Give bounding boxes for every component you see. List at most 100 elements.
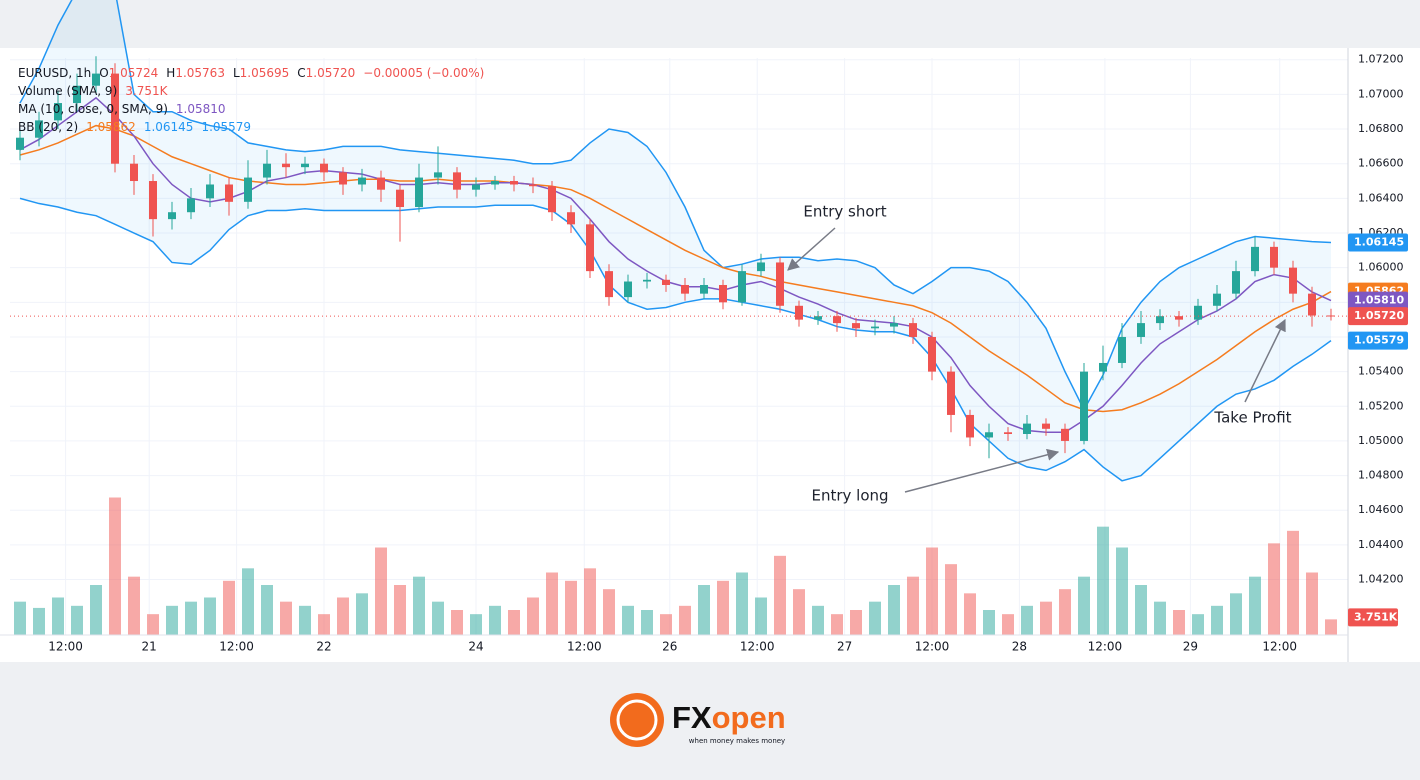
ohlc-key: O [99, 66, 108, 80]
candle-body [681, 284, 689, 294]
candle-body [415, 177, 423, 208]
volume-bar [774, 555, 786, 635]
volume-bar [755, 597, 767, 635]
candle-body [301, 163, 309, 168]
volume-bar [432, 601, 444, 635]
volume-bar [1116, 547, 1128, 635]
x-tick-label: 21 [142, 640, 157, 654]
candle-body [434, 172, 442, 178]
volume-bar [964, 593, 976, 635]
candle-body [73, 85, 81, 104]
logo-part: FX [672, 700, 712, 735]
candle-body [339, 172, 347, 185]
volume-bar [1097, 526, 1109, 635]
y-tick-label: 1.05400 [1358, 365, 1404, 378]
volume-bar [1325, 619, 1337, 635]
volume-bar [470, 614, 482, 635]
candle-body [605, 271, 613, 298]
logo-text: FXopen [672, 700, 786, 735]
y-tick-label: 1.06000 [1358, 261, 1404, 274]
volume-bar [850, 610, 862, 635]
volume-bar [356, 593, 368, 635]
volume-bar [451, 610, 463, 635]
volume-bar [413, 576, 425, 635]
candle-body [890, 323, 898, 327]
candle-body [510, 181, 518, 185]
x-tick-label: 22 [316, 640, 331, 654]
x-tick-label: 12:00 [1262, 640, 1297, 654]
price-tag [1348, 307, 1408, 326]
volume-bar [1135, 585, 1147, 635]
x-tick-label: 12:00 [740, 640, 775, 654]
annotation-arrow [787, 227, 836, 271]
candle-body [643, 279, 651, 282]
candle-body [1251, 246, 1259, 272]
volume-bar [717, 580, 729, 635]
annotation: Take Profit [1213, 409, 1291, 427]
indicator-value: 3.751K [125, 84, 168, 98]
candle-body [1099, 362, 1107, 372]
candle-body [928, 336, 936, 372]
candle-body [852, 323, 860, 329]
price-tag-label: 1.06145 [1354, 236, 1404, 249]
volume-tag-label: 3.751K [1354, 610, 1398, 623]
volume-bar [1021, 605, 1033, 635]
y-tick-label: 1.06600 [1358, 157, 1404, 170]
candle-body [700, 284, 708, 294]
ohlc-key: H [166, 66, 175, 80]
volume-bar [622, 605, 634, 635]
y-tick-label: 1.07000 [1358, 87, 1404, 100]
indicator-name: Volume (SMA, 9) [18, 84, 117, 98]
candle-body [1270, 246, 1278, 268]
candle-body [130, 163, 138, 182]
logo-part: open [712, 700, 786, 735]
volume-bar [204, 597, 216, 635]
candle-body [149, 181, 157, 220]
candle-body [776, 262, 784, 306]
candle-body [358, 177, 366, 185]
price-tag [1348, 291, 1408, 310]
x-tick-label: 12:00 [567, 640, 602, 654]
y-tick-label: 1.04600 [1358, 503, 1404, 516]
bb-lower-line [19, 197, 1332, 482]
volume-bar [1002, 614, 1014, 635]
volume-bar [71, 605, 83, 635]
ohlc-key: C [297, 66, 305, 80]
price-tag-label: 1.05810 [1354, 294, 1404, 307]
ohlc-key: L [233, 66, 240, 80]
x-tick-label: 27 [837, 640, 852, 654]
annotation-arrow [904, 448, 1060, 493]
candle-body [1137, 323, 1145, 337]
volume-bar [1306, 572, 1318, 635]
volume-bar [337, 597, 349, 635]
price-tag-label: 1.05720 [1354, 309, 1404, 322]
volume-bar [679, 605, 691, 635]
volume-bar [736, 572, 748, 635]
x-tick-label: 28 [1012, 640, 1027, 654]
candle-body [947, 371, 955, 415]
indicator-name: MA (10, close, 0, SMA, 9) [18, 102, 168, 116]
volume-bar [185, 601, 197, 635]
volume-bar [1059, 589, 1071, 635]
volume-bar [584, 568, 596, 635]
volume-bar [1078, 576, 1090, 635]
price-tag-label: 1.05579 [1354, 334, 1404, 347]
volume-tag [1348, 608, 1398, 627]
indicator-value: 1.05862 [86, 120, 136, 134]
volume-bar [983, 610, 995, 635]
candle-body [1042, 423, 1050, 429]
candle-body [833, 316, 841, 324]
volume-bar [1154, 601, 1166, 635]
y-tick-label: 1.07200 [1358, 53, 1404, 66]
symbol: EURUSD, 1h [18, 66, 91, 80]
x-tick-label: 24 [468, 640, 483, 654]
price-tag [1348, 331, 1408, 350]
x-tick-label: 26 [662, 640, 677, 654]
candle-body [92, 73, 100, 86]
volume-bar [508, 610, 520, 635]
candle-body [472, 184, 480, 190]
candle-body [1213, 293, 1221, 306]
y-tick-label: 1.06400 [1358, 191, 1404, 204]
candle-body [1118, 336, 1126, 363]
